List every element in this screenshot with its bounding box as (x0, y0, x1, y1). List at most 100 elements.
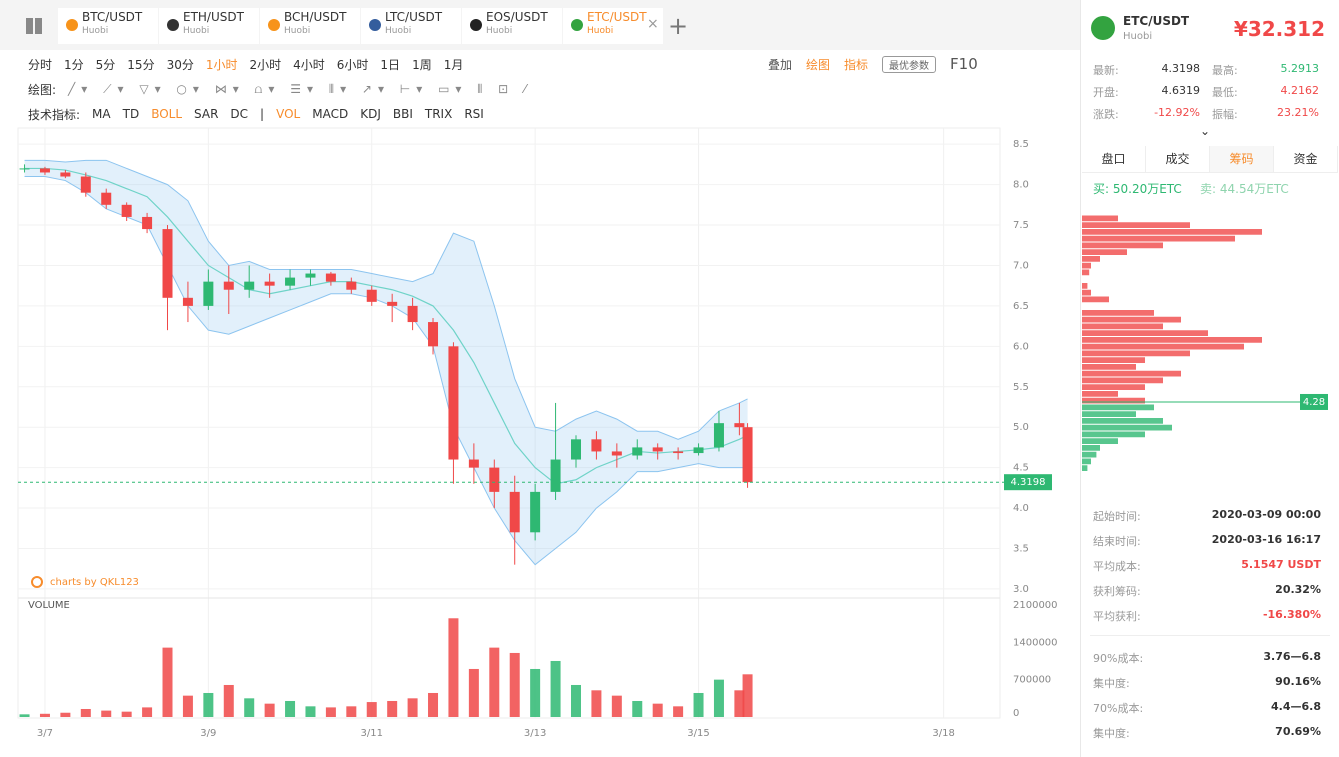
action[interactable]: 绘图 (806, 57, 831, 72)
candle-body (305, 273, 316, 278)
volume-bar (182, 695, 193, 717)
period[interactable]: 15分 (127, 57, 155, 72)
tab[interactable]: BTC/USDT Huobi (58, 8, 158, 44)
volume-bar (162, 647, 173, 717)
summary-value: 2020-03-16 16:17 (1211, 533, 1321, 546)
tab-exchange: Huobi (587, 26, 614, 36)
chip-bar (1082, 445, 1100, 451)
period[interactable]: 1日 (380, 57, 401, 72)
volume-bar (468, 668, 479, 717)
candle-body (366, 289, 377, 302)
panel-tab[interactable]: 盘口 (1082, 146, 1146, 173)
volume-bar (19, 714, 30, 717)
candle-body (223, 281, 234, 290)
panel-tab[interactable]: 资金 (1274, 146, 1338, 173)
tab[interactable]: EOS/USDT Huobi (462, 8, 562, 44)
tab-exchange: Huobi (82, 26, 109, 36)
add-tab[interactable]: + (668, 12, 689, 40)
tab-exchange: Huobi (183, 26, 210, 36)
chip-bar (1082, 465, 1088, 471)
chip-bar (1082, 411, 1136, 417)
chip-bar (1082, 431, 1145, 438)
candle-body (162, 229, 173, 298)
volume-bar (693, 692, 704, 717)
volume-bar (121, 711, 132, 717)
concentration-label: 集中度: (1093, 727, 1130, 740)
stat-label: 最新: (1093, 64, 1119, 77)
drawing-tools[interactable]: ╱▾ ⟋▾ ▽▾ ○▾ ⋈▾ ⩍▾ ☰▾ ⦀▾ ↗▾ ⊢▾ ▭▾ ⫴ ⊡ ⁄ (68, 81, 532, 96)
indicator: BOLL (151, 107, 183, 121)
action[interactable]: 指标 (844, 57, 869, 72)
period[interactable]: 1小时 (205, 57, 238, 72)
candle-body (693, 447, 704, 454)
concentration-value: 70.69% (1275, 725, 1321, 738)
summary-label: 平均成本: (1093, 560, 1141, 573)
sub-indicator: MACD (312, 107, 349, 121)
candle-body (550, 459, 561, 492)
menu-icon[interactable] (26, 18, 42, 34)
volume-bar (673, 706, 684, 717)
volume-tick-label: 700000 (1013, 675, 1051, 686)
action[interactable]: 叠加 (768, 57, 793, 72)
sub-indicator: BBI (392, 107, 413, 121)
x-tick-label: 3/9 (200, 728, 216, 739)
tab-icon (369, 19, 381, 31)
volume-bar (734, 690, 745, 717)
volume-bar (509, 652, 520, 717)
volume-bar (387, 700, 398, 717)
candle-body (591, 439, 602, 452)
sub-indicator: KDJ (360, 107, 381, 121)
y-tick-label: 6.5 (1013, 301, 1029, 312)
stat-label: 振幅: (1212, 108, 1238, 121)
chip-bar (1082, 458, 1091, 465)
watermark: charts by QKL123 (50, 577, 139, 588)
period[interactable]: 30分 (166, 57, 194, 72)
candle-body (285, 277, 296, 286)
period[interactable]: 1分 (64, 57, 84, 72)
candle-body (428, 322, 439, 347)
chip-bar (1082, 404, 1154, 411)
tab[interactable]: ETC/USDT Huobi × (563, 8, 663, 44)
period[interactable]: 5分 (95, 57, 116, 72)
period[interactable]: 分时 (28, 57, 53, 72)
period[interactable]: 6小时 (336, 57, 369, 72)
candle-body (346, 281, 357, 290)
volume-bar (713, 679, 724, 717)
period[interactable]: 1月 (443, 57, 464, 72)
tab[interactable]: LTC/USDT Huobi (361, 8, 461, 44)
y-tick-label: 7.0 (1013, 260, 1029, 271)
tab[interactable]: BCH/USDT Huobi (260, 8, 360, 44)
volume-bar (203, 692, 214, 717)
candle-body (19, 168, 30, 170)
concentration-label: 90%成本: (1093, 652, 1144, 665)
chip-bar (1082, 222, 1190, 228)
indicator: TD (122, 107, 140, 121)
candle-body (742, 427, 753, 483)
panel-tab[interactable]: 成交 (1146, 146, 1210, 173)
volume-bar (346, 706, 357, 717)
chip-bar (1082, 235, 1235, 242)
y-tick-label: 8.0 (1013, 180, 1029, 191)
period[interactable]: 4小时 (293, 57, 325, 72)
chip-bar (1082, 242, 1163, 249)
chip-bar (1082, 350, 1190, 357)
panel-tab[interactable]: 筹码 (1210, 146, 1274, 173)
chip-bar (1082, 424, 1172, 431)
period[interactable]: 2小时 (249, 57, 282, 72)
drawing-label: 绘图: (28, 82, 57, 97)
tab-icon (571, 19, 583, 31)
volume-bar (60, 712, 71, 717)
period[interactable]: 1周 (412, 57, 432, 72)
tab-icon (268, 19, 280, 31)
tab-symbol: EOS/USDT (486, 10, 548, 24)
volume-bar (142, 707, 153, 717)
volume-bar (632, 700, 643, 717)
chip-bar (1082, 397, 1145, 404)
tab[interactable]: ETH/USDT Huobi (159, 8, 259, 44)
x-tick-label: 3/15 (687, 728, 709, 739)
best-params: 最优参数 (882, 55, 937, 73)
volume-bar (325, 707, 336, 717)
stat-value: 23.21% (1277, 106, 1319, 119)
